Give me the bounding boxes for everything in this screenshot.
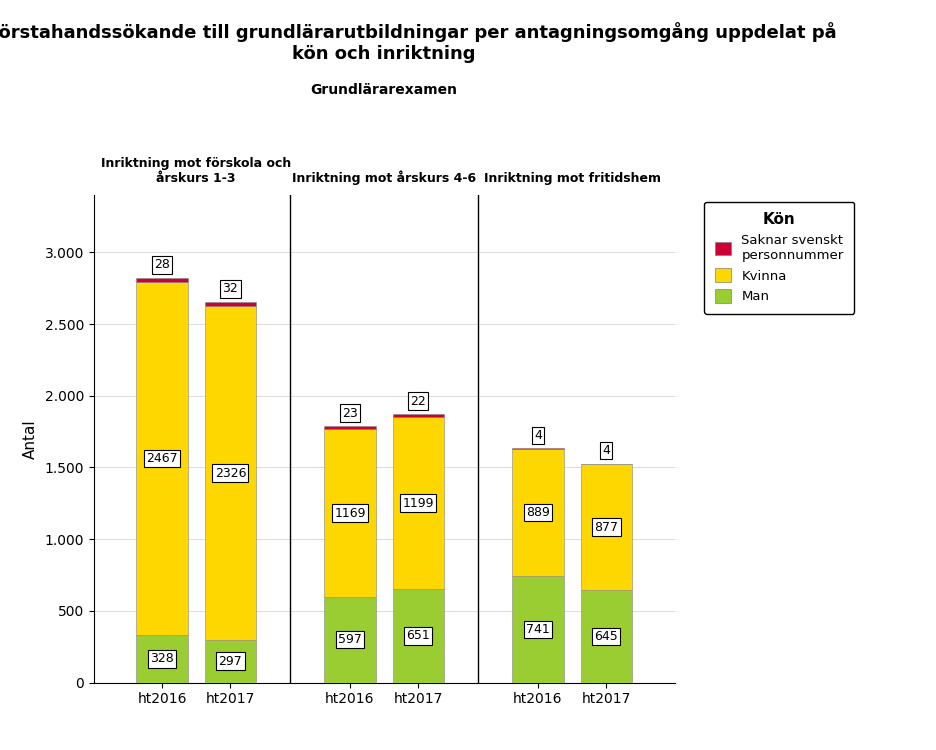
- Text: 23: 23: [342, 406, 358, 419]
- Text: Inriktning mot fritidshem: Inriktning mot fritidshem: [483, 172, 660, 185]
- Bar: [137, 635, 187, 682]
- Bar: [205, 307, 256, 640]
- Text: 889: 889: [525, 506, 549, 519]
- Bar: [580, 464, 631, 590]
- Text: 328: 328: [150, 652, 174, 665]
- Bar: [205, 302, 256, 307]
- Bar: [392, 414, 444, 417]
- Text: 1199: 1199: [402, 496, 433, 510]
- Legend: Saknar svenskt
personnummer, Kvinna, Man: Saknar svenskt personnummer, Kvinna, Man: [704, 202, 854, 314]
- Text: Inriktning mot förskola och
årskurs 1-3: Inriktning mot förskola och årskurs 1-3: [101, 158, 291, 185]
- Text: 645: 645: [593, 630, 618, 643]
- Bar: [512, 576, 563, 682]
- Text: 741: 741: [525, 623, 549, 636]
- Bar: [324, 429, 375, 597]
- Bar: [205, 640, 256, 682]
- Bar: [324, 597, 375, 682]
- Text: 877: 877: [593, 520, 618, 534]
- Bar: [324, 426, 375, 429]
- Bar: [137, 278, 187, 282]
- Bar: [137, 282, 187, 635]
- Text: 651: 651: [406, 629, 430, 642]
- Text: 597: 597: [338, 633, 361, 646]
- Text: 32: 32: [222, 282, 238, 296]
- Text: Inriktning mot årskurs 4-6: Inriktning mot årskurs 4-6: [292, 171, 475, 185]
- Text: 2326: 2326: [214, 466, 246, 480]
- Y-axis label: Antal: Antal: [22, 419, 37, 458]
- Text: 297: 297: [218, 655, 242, 668]
- Bar: [512, 448, 563, 576]
- Text: 4: 4: [602, 444, 609, 458]
- Text: 4: 4: [534, 429, 541, 442]
- Text: 28: 28: [154, 258, 169, 272]
- Bar: [580, 590, 631, 682]
- Text: 2467: 2467: [146, 452, 178, 465]
- Bar: [392, 590, 444, 682]
- Text: Antal förstahandssökande till grundlärarutbildningar per antagningsomgång uppdel: Antal förstahandssökande till grundlärar…: [0, 22, 836, 63]
- Text: 1169: 1169: [334, 506, 365, 520]
- Text: Grundlärarexamen: Grundlärarexamen: [311, 83, 457, 98]
- Text: 22: 22: [410, 394, 426, 408]
- Bar: [392, 417, 444, 590]
